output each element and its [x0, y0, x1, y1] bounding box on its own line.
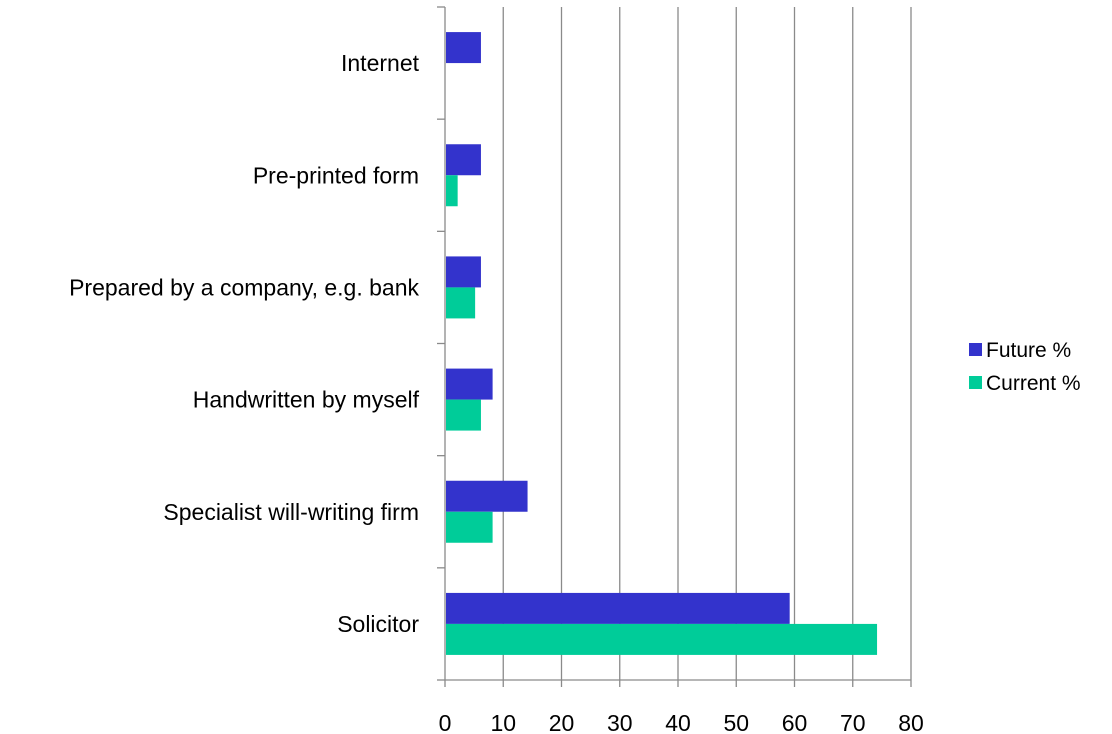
- gridlines: [502, 7, 912, 680]
- bar-current: [446, 399, 481, 431]
- x-tick-label: 50: [723, 710, 749, 734]
- bar-current: [446, 623, 878, 655]
- category-label: Solicitor: [337, 611, 419, 637]
- category-labels: Internet Pre-printed form Prepared by a co…: [69, 50, 420, 637]
- bar-future: [446, 32, 481, 64]
- legend-swatch: [969, 343, 982, 356]
- x-tick-label: 60: [782, 710, 808, 734]
- x-tick-labels: 0 10 20 30 40 50 60 70 80: [439, 710, 924, 734]
- legend-label: Future %: [986, 339, 1071, 362]
- bar-future: [446, 368, 493, 400]
- x-tick-label: 20: [549, 710, 575, 734]
- x-tick-label: 10: [490, 710, 516, 734]
- bar-future: [446, 480, 528, 512]
- bar-future: [446, 592, 790, 624]
- x-tick-label: 80: [898, 710, 924, 734]
- x-tick-label: 30: [607, 710, 633, 734]
- axes: [437, 6, 912, 687]
- x-tick-label: 70: [840, 710, 866, 734]
- x-tick-label: 40: [665, 710, 691, 734]
- x-tick-label: 0: [439, 710, 452, 734]
- bars: [446, 32, 878, 655]
- legend-swatch: [969, 376, 982, 389]
- bar-current: [446, 511, 493, 543]
- legend-label: Current %: [986, 372, 1081, 395]
- category-label: Specialist will-writing firm: [163, 499, 419, 525]
- category-label: Internet: [341, 50, 420, 76]
- bar-current: [446, 175, 458, 207]
- bar-current: [446, 287, 476, 319]
- bar-future: [446, 256, 481, 288]
- legend: Future % Current %: [969, 339, 1081, 395]
- category-label: Handwritten by myself: [193, 387, 420, 413]
- bar-future: [446, 144, 481, 176]
- category-label: Pre-printed form: [253, 162, 419, 188]
- category-label: Prepared by a company, e.g. bank: [69, 274, 419, 300]
